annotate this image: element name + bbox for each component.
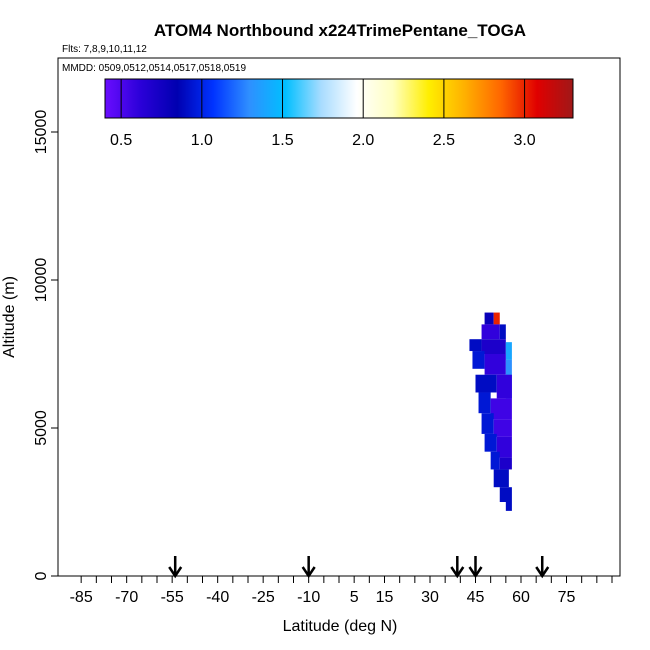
x-tick-label: -25 (252, 589, 275, 606)
heatmap-cell (484, 433, 497, 452)
heatmap-cell (493, 469, 509, 488)
flights-note: Flts: 7,8,9,10,11,12 (62, 44, 147, 55)
x-tick-label: -10 (297, 589, 320, 606)
heatmap-cell (493, 419, 512, 437)
heatmap-cell (478, 392, 491, 414)
y-axis-label: Altitude (m) (1, 276, 18, 358)
heatmap-cell (499, 457, 512, 470)
heatmap-cell (493, 312, 500, 325)
y-tick-label: 5000 (33, 410, 50, 446)
x-tick-label: 5 (350, 589, 359, 606)
heatmap-cell (484, 354, 506, 375)
heatmap-cell (505, 342, 512, 360)
heatmap-cell (475, 374, 497, 393)
flight-arrow-head (450, 566, 465, 579)
y-axis: 0 5000 10000 15000 (33, 110, 58, 580)
heatmap-cell (481, 339, 506, 354)
flight-arrow-head (168, 566, 183, 579)
x-tick-label: -55 (161, 589, 184, 606)
x-tick-label: 15 (376, 589, 394, 606)
colorbar-tick-label: 3.0 (513, 132, 535, 149)
colorbar: 0.5 1.0 1.5 2.0 2.5 3.0 (104, 78, 574, 149)
y-tick-label: 0 (33, 571, 50, 580)
heatmap-cell (472, 351, 485, 369)
x-tick-label: -40 (206, 589, 229, 606)
colorbar-gradient (104, 78, 574, 119)
flight-arrows (168, 556, 550, 579)
heatmap-cell (505, 502, 512, 511)
x-tick-label: -70 (115, 589, 138, 606)
x-axis: -85 -70 -55 -40 -25 -10 5 15 30 45 60 75 (70, 576, 613, 606)
x-tick-label: 30 (421, 589, 439, 606)
chart-title: ATOM4 Northbound x224TrimePentane_TOGA (154, 21, 526, 40)
colorbar-tick-label: 1.0 (191, 132, 213, 149)
heatmap-cell (481, 324, 500, 340)
heatmap-cell (481, 413, 494, 434)
x-tick-label: 45 (467, 589, 485, 606)
heatmap-cell (496, 436, 512, 458)
heatmap-cell (499, 324, 506, 340)
x-tick-label: 75 (558, 589, 576, 606)
profile-heatmap (469, 312, 512, 511)
colorbar-tick-label: 2.0 (352, 132, 374, 149)
dates-note: MMDD: 0509,0512,0514,0517,0518,0519 (62, 63, 246, 74)
heatmap-cell (484, 312, 494, 325)
heatmap-cell (490, 451, 500, 470)
heatmap-cell (499, 487, 512, 502)
y-tick-label: 10000 (33, 258, 50, 303)
x-tick-label: 60 (512, 589, 530, 606)
heatmap-cell (469, 339, 482, 352)
flight-arrow-head (535, 566, 550, 579)
y-tick-label: 15000 (33, 110, 50, 155)
colorbar-tick-label: 2.5 (433, 132, 455, 149)
colorbar-tick-label: 1.5 (271, 132, 293, 149)
x-tick-label: -85 (70, 589, 93, 606)
heatmap-cell (496, 374, 512, 399)
x-axis-label: Latitude (deg N) (283, 618, 398, 635)
heatmap-cell (490, 398, 512, 420)
colorbar-tick-label: 0.5 (110, 132, 132, 149)
